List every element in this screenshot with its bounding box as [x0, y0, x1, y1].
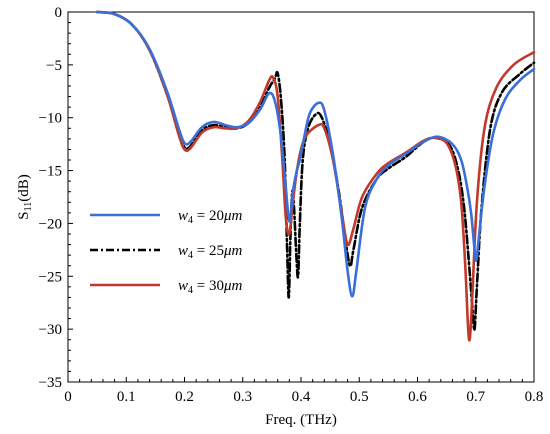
legend-label-3: w4 = 30μm	[178, 278, 243, 296]
y-tick-label: −30	[39, 322, 62, 338]
y-axis-label-main: S	[16, 211, 32, 219]
legend-unit: μm	[223, 243, 243, 259]
legend-sub: 4	[188, 285, 193, 296]
x-tick-label: 0.6	[408, 389, 427, 405]
series-line-1	[95, 10, 536, 298]
x-axis-label: Freq. (THz)	[265, 412, 337, 428]
y-axis-label-unit: (dB)	[16, 174, 32, 202]
y-axis-label: S11(dB)	[16, 174, 34, 219]
legend-var: w	[178, 243, 188, 259]
y-tick-label: −15	[39, 164, 62, 180]
legend-label-1: w4 = 20μm	[178, 208, 243, 226]
series-line-3	[95, 10, 536, 342]
legend-value: = 20	[193, 208, 224, 224]
legend-unit: μm	[223, 208, 243, 224]
legend-sub: 4	[188, 250, 193, 261]
y-tick-label: −5	[46, 58, 62, 74]
x-tick-label: 0.5	[350, 389, 369, 405]
x-tick-label: 0.2	[175, 389, 194, 405]
y-tick-label: −25	[39, 269, 62, 285]
y-tick-label: −20	[39, 216, 62, 232]
legend-unit: μm	[223, 278, 243, 294]
legend-value: = 25	[193, 243, 224, 259]
legend-var: w	[178, 278, 188, 294]
y-tick-label: −35	[39, 375, 62, 391]
series-line-2	[95, 10, 536, 332]
x-tick-label: 0	[64, 389, 72, 405]
x-tick-label: 0.8	[525, 389, 544, 405]
legend-sub: 4	[188, 215, 193, 226]
legend-value: = 30	[193, 278, 224, 294]
series-layer	[95, 10, 536, 342]
y-tick-label: 0	[55, 5, 63, 21]
y-tick-label: −10	[39, 111, 62, 127]
x-tick-label: 0.1	[117, 389, 136, 405]
x-tick-label: 0.4	[292, 389, 311, 405]
legend-label-2: w4 = 25μm	[178, 243, 243, 261]
legend-var: w	[178, 208, 188, 224]
axis-ticks: 0 0.1 0.2 0.3 0.4 0.5 0.6 0.7 0.8 0 −5 −10 −15 −20 −25…	[39, 5, 544, 405]
x-tick-label: 0.3	[233, 389, 252, 405]
x-tick-label: 0.7	[466, 389, 485, 405]
y-axis-label-sub: 11	[23, 202, 34, 212]
